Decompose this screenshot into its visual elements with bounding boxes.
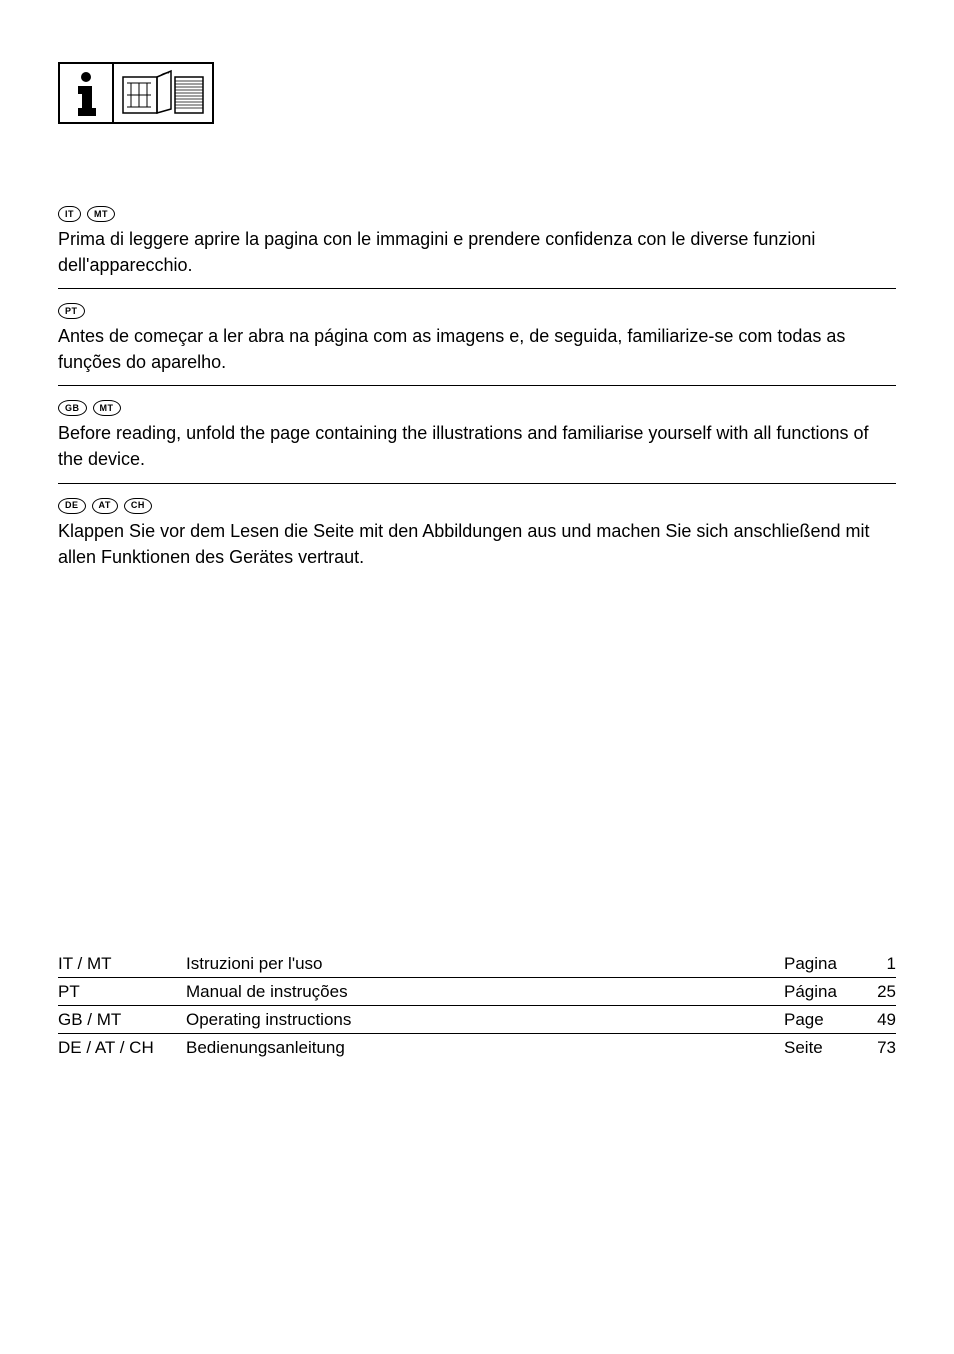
toc-page-number: 1 [864, 954, 896, 974]
toc-code: DE / AT / CH [58, 1038, 186, 1058]
badge-row: IT MT [58, 206, 896, 222]
toc-code: GB / MT [58, 1010, 186, 1030]
country-badge: MT [93, 400, 121, 416]
table-row: GB / MT Operating instructions Page 49 [58, 1006, 896, 1034]
toc-page-number: 49 [864, 1010, 896, 1030]
table-row: PT Manual de instruções Página 25 [58, 978, 896, 1006]
country-badge: PT [58, 303, 85, 319]
section-it-mt: IT MT Prima di leggere aprire la pagina … [58, 206, 896, 289]
table-of-contents: IT / MT Istruzioni per l'uso Pagina 1 PT… [58, 950, 896, 1061]
section-de-at-ch: DE AT CH Klappen Sie vor dem Lesen die S… [58, 498, 896, 570]
foldout-diagram-icon [114, 64, 212, 122]
section-pt: PT Antes de começar a ler abra na página… [58, 303, 896, 386]
country-badge: MT [87, 206, 115, 222]
section-text: Prima di leggere aprire la pagina con le… [58, 226, 896, 278]
country-badge: IT [58, 206, 81, 222]
section-divider [58, 483, 896, 484]
toc-page-word: Page [784, 1010, 864, 1030]
toc-title: Istruzioni per l'uso [186, 954, 784, 974]
toc-code: IT / MT [58, 954, 186, 974]
toc-page-number: 73 [864, 1038, 896, 1058]
toc-page-word: Página [784, 982, 864, 1002]
badge-row: GB MT [58, 400, 896, 416]
section-text: Klappen Sie vor dem Lesen die Seite mit … [58, 518, 896, 570]
table-row: IT / MT Istruzioni per l'uso Pagina 1 [58, 950, 896, 978]
section-text: Antes de começar a ler abra na página co… [58, 323, 896, 375]
country-badge: CH [124, 498, 152, 514]
toc-page-word: Seite [784, 1038, 864, 1058]
table-row: DE / AT / CH Bedienungsanleitung Seite 7… [58, 1034, 896, 1061]
info-i-icon [60, 64, 114, 122]
section-divider [58, 385, 896, 386]
toc-page-number: 25 [864, 982, 896, 1002]
country-badge: GB [58, 400, 87, 416]
toc-title: Manual de instruções [186, 982, 784, 1002]
section-divider [58, 288, 896, 289]
toc-title: Operating instructions [186, 1010, 784, 1030]
badge-row: PT [58, 303, 896, 319]
country-badge: AT [92, 498, 118, 514]
info-foldout-icon [58, 62, 214, 124]
section-text: Before reading, unfold the page containi… [58, 420, 896, 472]
toc-page-word: Pagina [784, 954, 864, 974]
badge-row: DE AT CH [58, 498, 896, 514]
toc-code: PT [58, 982, 186, 1002]
toc-title: Bedienungsanleitung [186, 1038, 784, 1058]
country-badge: DE [58, 498, 86, 514]
section-gb-mt: GB MT Before reading, unfold the page co… [58, 400, 896, 483]
